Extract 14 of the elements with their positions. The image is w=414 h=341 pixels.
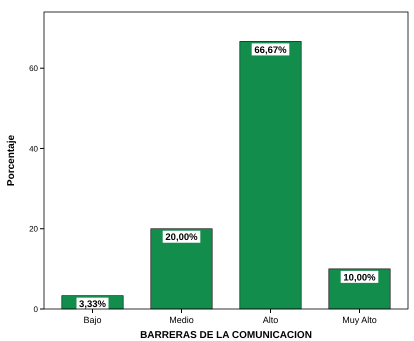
- data-label: 66,67%: [254, 44, 288, 56]
- x-tick-label: Medio: [169, 315, 194, 325]
- data-label: 10,00%: [343, 272, 376, 284]
- x-tick-label: Muy Alto: [342, 315, 377, 325]
- y-tick-label: 0: [34, 305, 39, 314]
- x-tick-label: Bajo: [83, 315, 102, 325]
- data-label: 3,33%: [79, 299, 107, 310]
- y-axis-title: Porcentaje: [6, 134, 17, 186]
- y-tick-label: 40: [29, 144, 39, 154]
- data-label: 20,00%: [165, 232, 198, 244]
- y-tick-label: 60: [29, 64, 39, 74]
- y-tick-label: 20: [29, 224, 39, 234]
- x-axis-title: BARRERAS DE LA COMUNICACION: [140, 330, 312, 341]
- x-tick-label: Alto: [262, 315, 278, 325]
